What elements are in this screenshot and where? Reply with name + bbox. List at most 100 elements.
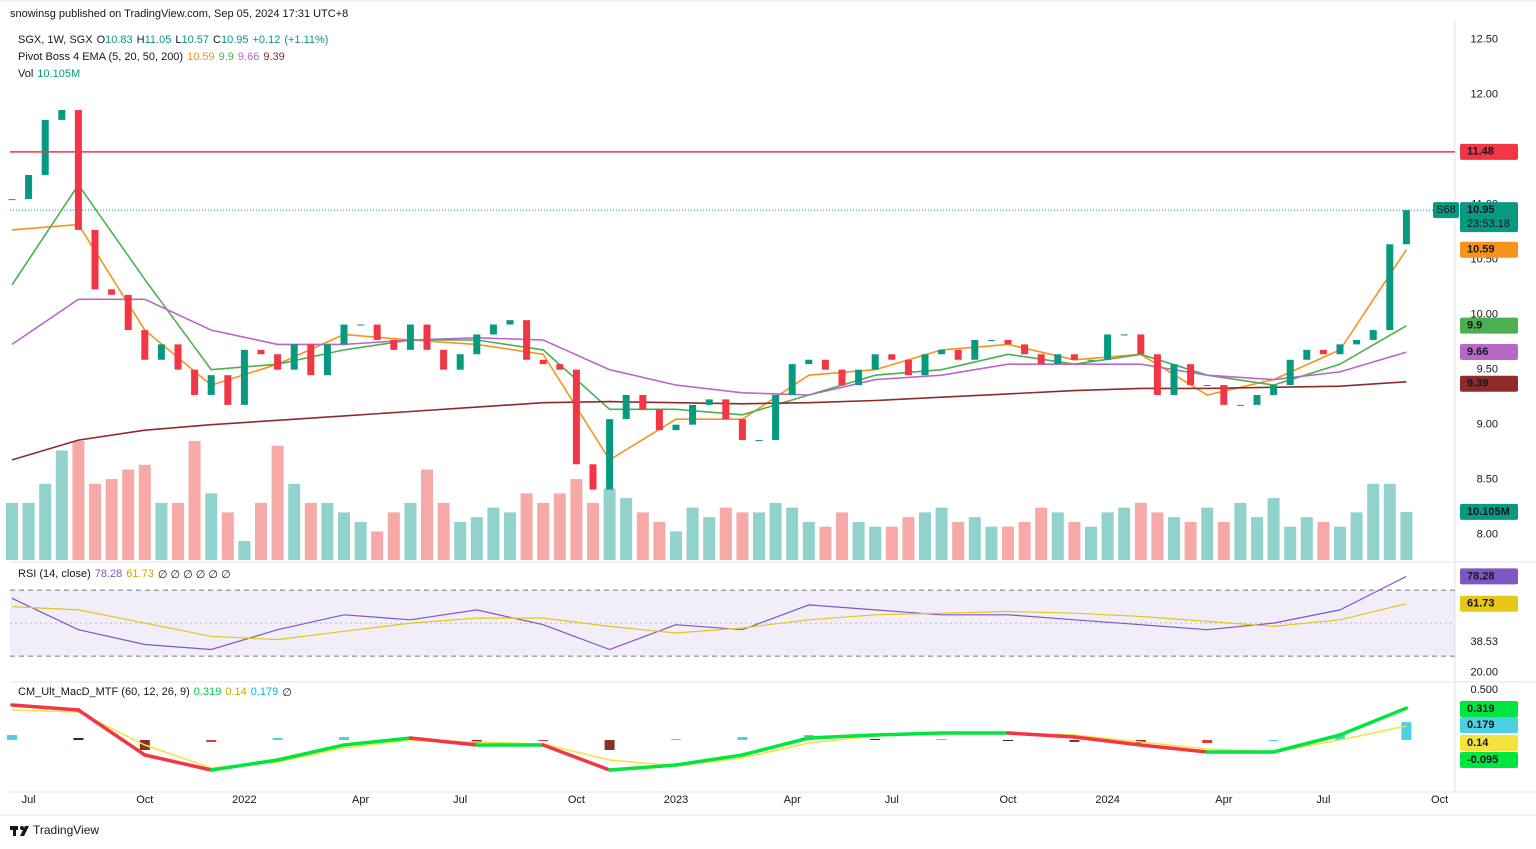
volume-bar: [852, 521, 865, 560]
candle-body: [1187, 364, 1195, 386]
y-tick-label: 9.00: [1477, 419, 1498, 431]
macd-segment: [143, 753, 213, 772]
candle-body: [390, 339, 398, 350]
rsi-ma-value: 61.73: [126, 568, 154, 580]
macd-segment: [209, 758, 280, 772]
na-marks: ∅ ∅ ∅ ∅ ∅ ∅: [157, 569, 231, 581]
volume-bar: [753, 512, 765, 560]
hline-tag-bg: [1460, 143, 1518, 160]
rsi-line: [11, 575, 1407, 651]
volume-bar: [437, 502, 450, 560]
x-tick-label: Oct: [136, 794, 153, 806]
na-marks: ∅: [282, 687, 292, 699]
volume-bar: [22, 502, 35, 560]
volume-bar: [6, 502, 18, 560]
volume-bar: [1317, 521, 1330, 560]
volume-bar: [172, 502, 184, 560]
volume-value: 10.105M: [37, 68, 81, 80]
x-tick-label: Jul: [22, 794, 36, 806]
volume-bar: [836, 512, 848, 560]
candle-body: [572, 369, 580, 465]
candle-body: [1303, 349, 1311, 360]
candle-body: [655, 409, 663, 431]
candle-body: [58, 110, 66, 120]
candle-body: [1087, 359, 1095, 361]
candle-body: [357, 324, 365, 326]
macd-segment: [1139, 743, 1209, 754]
change: +0.12: [252, 34, 281, 46]
candle-body: [921, 354, 929, 376]
y-tick-label: 10.00: [1470, 309, 1498, 321]
macd-tag: 0.319: [1467, 703, 1495, 715]
candle-body: [589, 464, 597, 490]
volume-bar: [188, 440, 201, 560]
histogram-bar: [206, 740, 217, 742]
candle-body: [738, 419, 746, 441]
candle-body: [871, 354, 879, 370]
price-tag: 10.95: [1467, 204, 1495, 216]
volume-bar: [1085, 526, 1097, 560]
macd-segment: [408, 736, 479, 747]
candle-body: [1004, 339, 1012, 345]
volume-bar: [155, 502, 168, 560]
candle-body: [838, 369, 846, 386]
volume-bar: [1284, 526, 1297, 560]
candle-body: [772, 394, 780, 441]
volume-bar: [653, 521, 666, 560]
candle-body: [539, 359, 547, 365]
candle-body: [456, 354, 464, 370]
volume-bar: [1400, 511, 1413, 560]
volume-bar: [537, 502, 550, 560]
ema-tag-bg: [1460, 317, 1518, 334]
candle-body: [1270, 385, 1278, 395]
volume-bar: [1251, 517, 1263, 560]
histogram-bar: [7, 735, 17, 740]
rsi-tag-bg: [1460, 595, 1518, 612]
candle-body: [124, 294, 132, 331]
candle-body: [1070, 354, 1078, 360]
candle-body: [489, 324, 497, 335]
volume-bar: [587, 502, 599, 560]
ema-value: 10.59: [187, 51, 215, 63]
histogram-tag: 0.179: [1467, 719, 1495, 731]
rsi-line: [11, 603, 1407, 641]
candle-body: [1120, 334, 1128, 336]
histogram-bar: [737, 737, 748, 740]
candle-body: [41, 119, 49, 175]
x-tick-label: Apr: [352, 794, 369, 806]
volume-bar: [221, 512, 234, 560]
volume-bar: [55, 450, 68, 560]
close-value: 10.95: [220, 34, 249, 46]
candle-body: [755, 440, 763, 442]
volume-bar: [421, 469, 433, 560]
x-tick-label: 2022: [232, 794, 256, 806]
volume-bar: [1002, 526, 1014, 560]
candle-body: [224, 375, 232, 405]
volume-bar: [1118, 507, 1131, 560]
volume-bar: [670, 531, 682, 560]
volume-bar: [802, 521, 815, 560]
histogram-bar: [870, 739, 881, 740]
legend-volume: Vol 10.105M: [18, 68, 80, 80]
macd-value: 0.319: [193, 686, 222, 698]
high-value: 11.05: [144, 34, 172, 46]
volume-tag-bg: [1460, 503, 1518, 520]
ema-value: 9.9: [218, 51, 234, 63]
change-pct: (+1.11%): [284, 34, 329, 46]
y-tick-label: 20.00: [1470, 666, 1498, 678]
histogram-bar: [73, 738, 84, 740]
volume-bar: [1168, 517, 1180, 560]
candle-body: [1386, 244, 1394, 331]
volume-bar: [636, 512, 649, 560]
candle-body: [987, 339, 995, 341]
ema-tag: 9.66: [1467, 346, 1488, 358]
candle-body: [1236, 404, 1244, 406]
candle-body: [805, 359, 813, 365]
volume-bar: [72, 440, 85, 560]
y-tick-label: 0.500: [1470, 684, 1498, 696]
macd-segment: [1271, 733, 1342, 754]
volume-bar: [1367, 483, 1380, 560]
volume-bar: [1201, 507, 1214, 560]
candle-body: [689, 404, 697, 425]
